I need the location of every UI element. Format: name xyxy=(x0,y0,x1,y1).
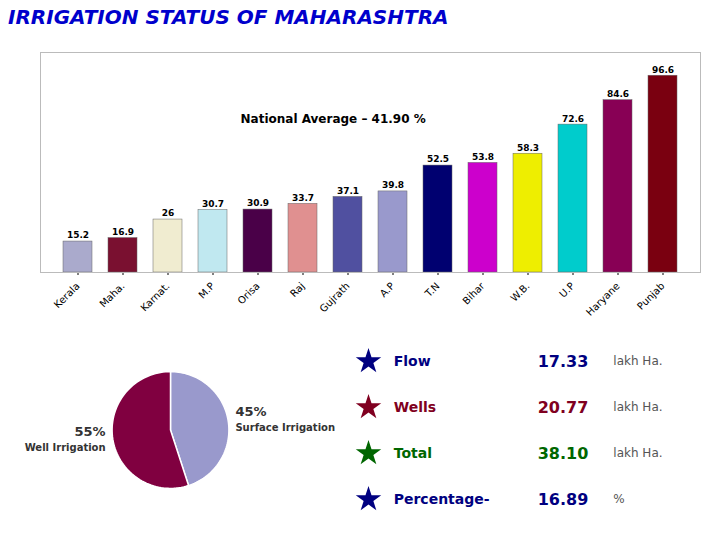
svg-text:Haryane: Haryane xyxy=(584,280,622,318)
svg-text:30.7: 30.7 xyxy=(202,199,224,209)
svg-text:Maha.: Maha. xyxy=(97,280,126,309)
svg-text:Total: Total xyxy=(394,445,432,461)
svg-text:Surface Irrigation: Surface Irrigation xyxy=(235,422,335,433)
svg-text:A.P: A.P xyxy=(378,280,397,299)
svg-text:20.77: 20.77 xyxy=(538,398,589,417)
svg-text:Punjab: Punjab xyxy=(635,280,667,312)
svg-text:96.6: 96.6 xyxy=(652,65,674,75)
svg-text:45%: 45% xyxy=(235,404,266,419)
svg-text:17.33: 17.33 xyxy=(538,352,589,371)
svg-text:33.7: 33.7 xyxy=(292,193,314,203)
svg-text:lakh Ha.: lakh Ha. xyxy=(613,446,662,460)
svg-text:National Average – 41.90 %: National Average – 41.90 % xyxy=(241,112,426,126)
svg-text:53.8: 53.8 xyxy=(472,152,494,162)
svg-text:Orisa: Orisa xyxy=(235,280,261,306)
svg-text:Kerala: Kerala xyxy=(52,280,82,310)
svg-text:T.N: T.N xyxy=(422,280,442,300)
svg-text:39.8: 39.8 xyxy=(382,180,404,190)
svg-text:30.9: 30.9 xyxy=(247,198,269,208)
html-text:IRRIGATION STATUS OF MAHARASHT: IRRIGATION STATUS OF MAHARASHTRA xyxy=(8,5,449,29)
svg-text:Bihar: Bihar xyxy=(460,280,487,307)
svg-text:lakh Ha.: lakh Ha. xyxy=(613,400,662,414)
svg-text:16.89: 16.89 xyxy=(538,490,589,509)
svg-text:55%: 55% xyxy=(74,424,105,439)
svg-text:Gujrath: Gujrath xyxy=(317,280,351,314)
svg-text:52.5: 52.5 xyxy=(427,154,449,164)
svg-text:72.6: 72.6 xyxy=(562,113,584,123)
svg-text:U.P: U.P xyxy=(557,280,576,299)
svg-text:84.6: 84.6 xyxy=(607,89,629,99)
svg-text:Percentage-: Percentage- xyxy=(394,491,490,507)
svg-text:58.3: 58.3 xyxy=(517,143,539,153)
svg-text:Raj: Raj xyxy=(288,280,307,299)
svg-text:16.9: 16.9 xyxy=(112,227,134,237)
svg-text:Well Irrigation: Well Irrigation xyxy=(25,442,106,453)
svg-text:26: 26 xyxy=(162,208,175,218)
svg-text:%: % xyxy=(613,492,624,506)
svg-text:38.10: 38.10 xyxy=(538,444,589,463)
svg-text:W.B.: W.B. xyxy=(508,280,531,303)
svg-text:Karnat.: Karnat. xyxy=(138,280,171,313)
svg-text:15.2: 15.2 xyxy=(67,230,89,240)
svg-text:M.P: M.P xyxy=(196,280,216,300)
svg-text:lakh Ha.: lakh Ha. xyxy=(613,354,662,368)
svg-text:Wells: Wells xyxy=(394,399,436,415)
svg-text:37.1: 37.1 xyxy=(337,186,359,196)
svg-text:Flow: Flow xyxy=(394,353,431,369)
